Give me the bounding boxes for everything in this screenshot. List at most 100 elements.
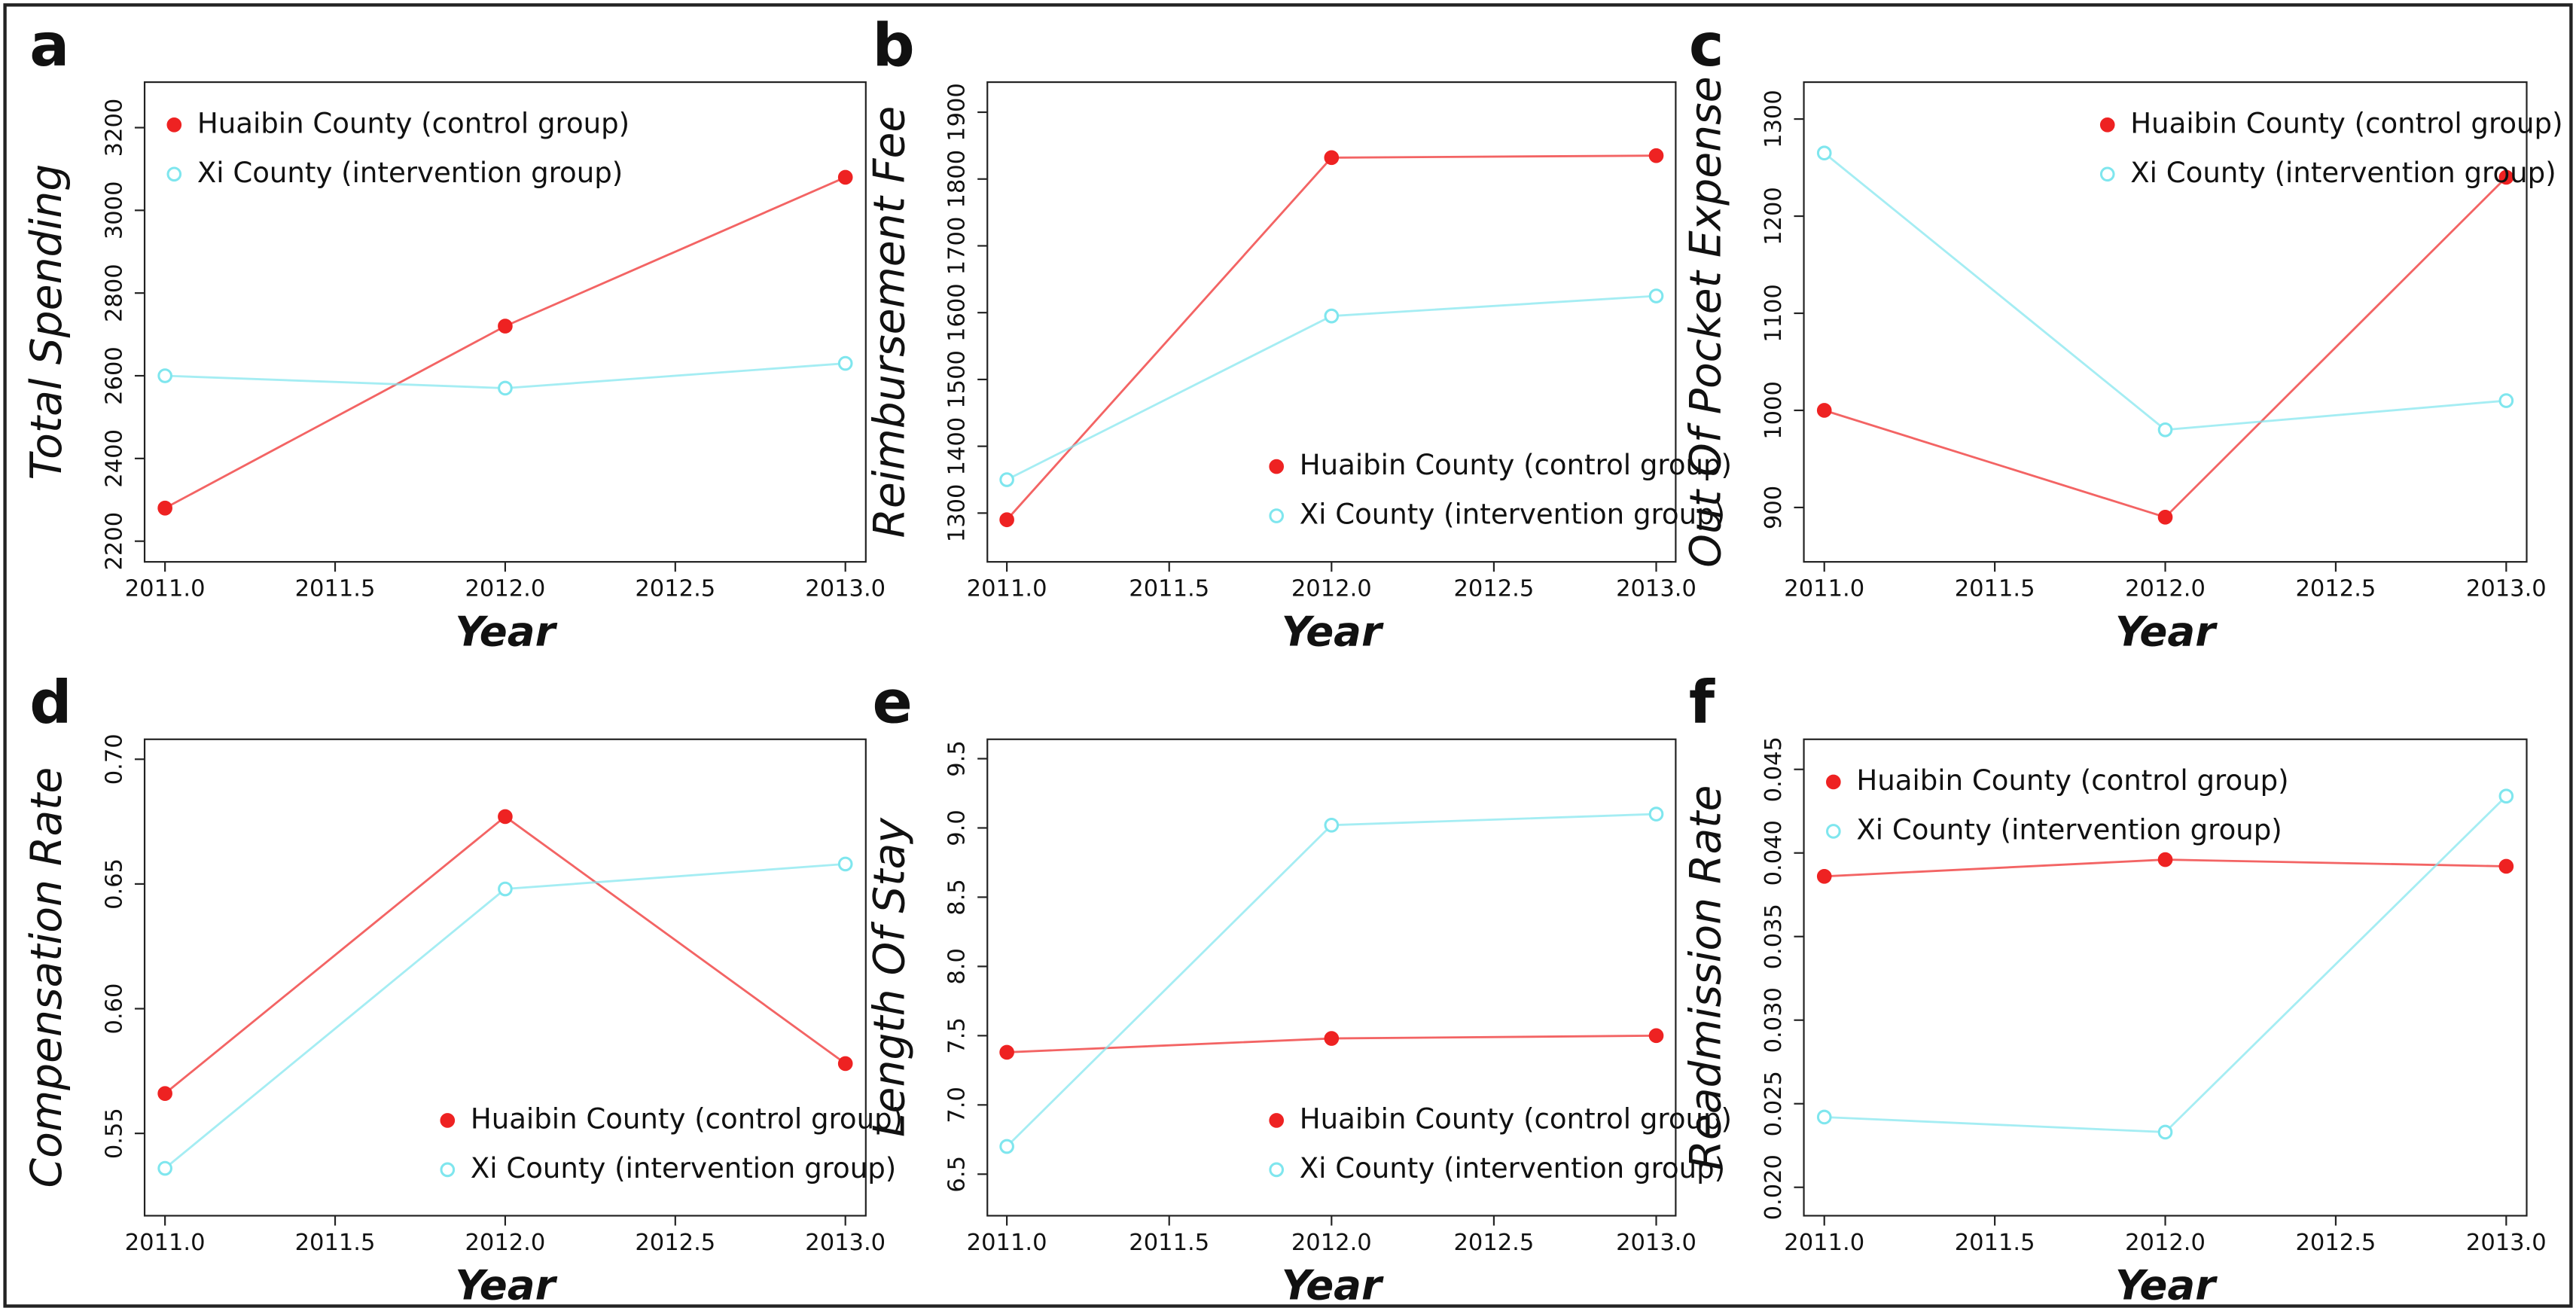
y-axis-label: Length Of Stay xyxy=(864,817,914,1137)
data-point xyxy=(1648,1028,1664,1044)
x-axis-label: Year xyxy=(2115,1261,2218,1309)
x-tick-label: 2012.0 xyxy=(2125,576,2206,602)
legend-marker xyxy=(2099,117,2115,133)
panel-label: a xyxy=(29,11,69,80)
x-axis-label: Year xyxy=(1282,607,1384,655)
data-point xyxy=(999,1139,1014,1154)
y-tick-label: 3200 xyxy=(101,99,127,157)
x-tick-label: 2013.0 xyxy=(805,576,886,602)
y-tick-label: 2800 xyxy=(101,264,127,322)
y-tick-label: 1000 xyxy=(1761,381,1787,440)
x-tick-label: 2011.0 xyxy=(125,576,206,602)
figure-border xyxy=(3,3,2573,1308)
x-axis-label: Year xyxy=(455,607,557,655)
data-point xyxy=(1816,1109,1832,1125)
data-point xyxy=(2498,169,2514,185)
data-point xyxy=(157,1086,172,1101)
y-axis-label: Total Spending xyxy=(22,164,72,480)
y-tick-label: 0.60 xyxy=(101,983,127,1035)
y-tick-label: 0.030 xyxy=(1761,987,1787,1053)
y-axis-label: Compensation Rate xyxy=(22,767,72,1188)
y-tick-label: 0.55 xyxy=(101,1108,127,1159)
data-point xyxy=(999,512,1014,528)
y-tick-label: 1300 xyxy=(1761,90,1787,148)
data-point xyxy=(157,500,172,516)
x-tick-label: 2011.5 xyxy=(295,576,376,602)
y-tick-label: 1800 xyxy=(944,150,970,209)
legend-marker xyxy=(1826,824,1841,839)
x-tick-label: 2011.0 xyxy=(1784,576,1864,602)
legend-label: Huaibin County (control group) xyxy=(471,1102,903,1135)
legend-label: Xi County (intervention group) xyxy=(197,157,623,189)
x-tick-label: 2012.5 xyxy=(635,576,715,602)
data-point xyxy=(837,1056,853,1072)
data-point xyxy=(1648,148,1664,163)
data-point xyxy=(1816,145,1832,161)
y-tick-label: 6.5 xyxy=(944,1156,970,1193)
y-tick-label: 1100 xyxy=(1761,284,1787,343)
y-tick-label: 0.045 xyxy=(1761,736,1787,802)
y-axis-label: Out Of Pocket Expense xyxy=(1681,76,1731,567)
legend-marker xyxy=(1826,774,1841,790)
data-point xyxy=(498,809,513,825)
legend-marker xyxy=(1269,508,1285,523)
data-point xyxy=(498,881,513,897)
x-tick-label: 2012.0 xyxy=(1291,576,1372,602)
y-tick-label: 900 xyxy=(1761,486,1787,529)
y-tick-label: 2600 xyxy=(101,346,127,405)
data-point xyxy=(498,380,513,396)
legend-label: Huaibin County (control group) xyxy=(1300,449,1732,481)
x-tick-label: 2012.5 xyxy=(1453,1230,1534,1256)
x-axis-label: Year xyxy=(2115,607,2218,655)
y-axis-label: Reimbursement Fee xyxy=(864,106,914,538)
y-tick-label: 1400 xyxy=(944,417,970,476)
data-point xyxy=(837,856,853,872)
legend-label: Huaibin County (control group) xyxy=(1856,764,2288,797)
x-tick-label: 2012.5 xyxy=(2296,1230,2376,1256)
y-tick-label: 9.0 xyxy=(944,809,970,846)
x-tick-label: 2011.0 xyxy=(967,1230,1047,1256)
x-tick-label: 2013.0 xyxy=(805,1230,886,1256)
data-point xyxy=(1648,806,1664,822)
y-axis-label: Readmission Rate xyxy=(1681,785,1731,1170)
y-tick-label: 7.0 xyxy=(944,1087,970,1123)
panel-label: d xyxy=(29,668,72,737)
y-tick-label: 0.025 xyxy=(1761,1071,1787,1136)
x-tick-label: 2012.0 xyxy=(465,1230,545,1256)
data-point xyxy=(157,1160,172,1176)
x-tick-label: 2012.5 xyxy=(2296,576,2376,602)
data-point xyxy=(1324,817,1340,833)
data-point xyxy=(837,169,853,185)
x-tick-label: 2012.5 xyxy=(635,1230,715,1256)
data-point xyxy=(1324,1031,1340,1046)
legend-label: Xi County (intervention group) xyxy=(471,1152,896,1184)
legend-label: Huaibin County (control group) xyxy=(197,107,630,139)
y-tick-label: 7.5 xyxy=(944,1017,970,1054)
legend-label: Huaibin County (control group) xyxy=(2130,107,2562,139)
y-tick-label: 0.020 xyxy=(1761,1154,1787,1220)
x-tick-label: 2011.5 xyxy=(1955,576,2035,602)
data-point xyxy=(2157,510,2173,525)
y-tick-label: 2200 xyxy=(101,512,127,571)
y-tick-label: 1200 xyxy=(1761,187,1787,245)
x-tick-label: 2012.0 xyxy=(465,576,545,602)
data-point xyxy=(2157,1124,2173,1140)
y-tick-label: 0.70 xyxy=(101,733,127,785)
data-point xyxy=(2498,788,2514,804)
data-point xyxy=(2157,852,2173,867)
x-axis-label: Year xyxy=(1282,1261,1384,1309)
x-tick-label: 2011.0 xyxy=(125,1230,206,1256)
panel-label: e xyxy=(873,668,913,737)
y-tick-label: 1300 xyxy=(944,484,970,543)
panel-label: c xyxy=(1689,11,1724,80)
panel-label: b xyxy=(873,11,915,80)
x-tick-label: 2012.0 xyxy=(1291,1230,1372,1256)
y-tick-label: 0.035 xyxy=(1761,904,1787,969)
legend-marker xyxy=(1269,459,1285,474)
x-tick-label: 2011.5 xyxy=(295,1230,376,1256)
legend-label: Huaibin County (control group) xyxy=(1300,1102,1732,1135)
data-point xyxy=(837,355,853,371)
legend-marker xyxy=(166,117,182,133)
y-tick-label: 8.0 xyxy=(944,948,970,985)
y-tick-label: 2400 xyxy=(101,429,127,488)
